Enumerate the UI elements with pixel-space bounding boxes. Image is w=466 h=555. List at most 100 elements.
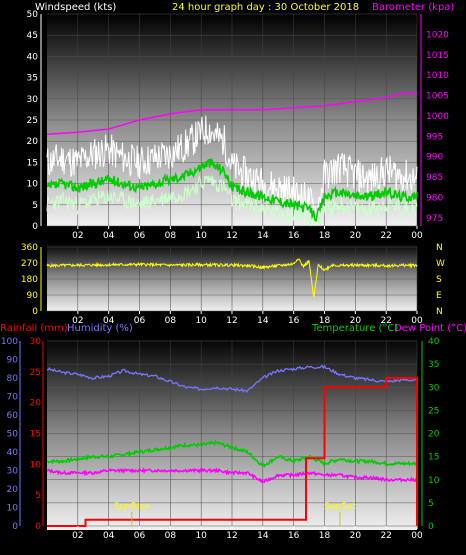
barometer-tick-label: 980 [426, 193, 443, 203]
humidity-tick-label: 50 [7, 430, 19, 440]
direction-tick-label: 90 [27, 291, 39, 301]
humidity-tick-label: 20 [7, 485, 19, 495]
temperature-tick-label: 25 [428, 406, 439, 416]
x-tick-label: 04 [103, 531, 115, 541]
x-tick-label: 18 [319, 231, 331, 241]
x-tick-label: 02 [72, 531, 83, 541]
direction-series [46, 258, 418, 299]
wind-gust-series [46, 115, 418, 225]
x-tick-label: 20 [350, 231, 362, 241]
rainfall-tick-label: 10 [30, 460, 42, 470]
x-tick-label: 18 [319, 531, 331, 541]
wind-tick-label: 0 [32, 222, 38, 232]
wind-tick-label: 5 [32, 201, 38, 211]
wind-tick-label: 10 [27, 180, 39, 190]
x-tick-label: 08 [165, 316, 177, 326]
barometer-axis-title: Barometer (kpa) [372, 2, 454, 13]
barometer-tick-label: 1005 [426, 92, 449, 102]
humidity-tick-label: 60 [7, 411, 19, 421]
compass-label: S [436, 275, 442, 285]
x-tick-label: 10 [195, 531, 207, 541]
x-tick-label: 22 [380, 531, 391, 541]
x-tick-label: 18 [319, 316, 331, 326]
humidity-tick-label: 40 [7, 448, 19, 458]
direction-tick-label: 270 [21, 259, 38, 269]
humidity-axis-title: Humidity (%) [67, 323, 133, 334]
temperature-tick-label: 20 [428, 430, 440, 440]
x-tick-label: 20 [350, 316, 362, 326]
rainfall-axis-title: Rainfall (mm) [0, 323, 68, 334]
direction-tick-label: 0 [32, 307, 38, 317]
humidity-tick-label: 0 [12, 522, 18, 532]
x-tick-label: 02 [72, 316, 83, 326]
chart-title: 24 hour graph day : 30 October 2018 [172, 2, 359, 13]
temperature-tick-label: 15 [428, 453, 439, 463]
barometer-tick-label: 990 [426, 153, 443, 163]
temperature-tick-label: 10 [428, 476, 440, 486]
x-tick-label: 10 [195, 316, 207, 326]
x-tick-label: 08 [165, 231, 177, 241]
rainfall-tick-label: 5 [35, 491, 41, 501]
humidity-series [46, 364, 418, 394]
humidity-tick-label: 30 [7, 467, 19, 477]
humidity-tick-label: 100 [1, 337, 18, 347]
barometer-tick-label: 1000 [426, 112, 449, 122]
x-tick-label: 02 [72, 231, 83, 241]
x-tick-label: 12 [226, 316, 237, 326]
sunrise-label: SunRise [114, 502, 151, 512]
humidity-tick-label: 80 [7, 374, 19, 384]
dewpoint-series [46, 467, 418, 484]
wind-average-series [46, 157, 418, 222]
barometer-tick-label: 1020 [426, 30, 449, 40]
x-tick-label: 04 [103, 231, 115, 241]
x-tick-label: 12 [226, 531, 237, 541]
wind-tick-label: 50 [27, 10, 39, 20]
temperature-tick-label: 30 [428, 383, 440, 393]
rainfall-tick-label: 20 [30, 399, 42, 409]
x-tick-label: 16 [288, 231, 300, 241]
direction-tick-label: 360 [21, 243, 38, 253]
rainfall-series [47, 377, 418, 527]
wind-tick-label: 45 [27, 31, 38, 41]
x-tick-label: 00 [411, 531, 423, 541]
x-tick-label: 04 [103, 316, 115, 326]
barometer-tick-label: 1010 [426, 71, 449, 81]
x-tick-label: 16 [288, 316, 300, 326]
sunset-label: SunSet [324, 502, 356, 512]
x-tick-label: 08 [165, 531, 177, 541]
x-tick-label: 22 [380, 231, 391, 241]
x-tick-label: 14 [257, 531, 269, 541]
x-tick-label: 06 [134, 231, 146, 241]
rainfall-tick-label: 30 [30, 337, 42, 347]
compass-label: E [436, 291, 442, 301]
dewpoint-axis-title: Dew Point (°C) [394, 323, 466, 334]
rainfall-tick-label: 25 [30, 368, 41, 378]
temperature-tick-label: 5 [428, 499, 434, 509]
x-tick-label: 20 [350, 531, 362, 541]
x-tick-label: 12 [226, 231, 237, 241]
x-tick-label: 00 [411, 231, 423, 241]
x-tick-label: 22 [380, 316, 391, 326]
x-tick-label: 06 [134, 316, 146, 326]
temperature-tick-label: 40 [428, 337, 440, 347]
rainfall-tick-label: 15 [30, 430, 41, 440]
x-tick-label: 10 [195, 231, 207, 241]
barometer-tick-label: 975 [426, 214, 443, 224]
temperature-tick-label: 35 [428, 360, 439, 370]
humidity-tick-label: 10 [7, 504, 19, 514]
barometer-tick-label: 985 [426, 173, 443, 183]
wind-tick-label: 25 [27, 116, 38, 126]
barometer-tick-label: 1015 [426, 51, 449, 61]
x-tick-label: 06 [134, 531, 146, 541]
humidity-tick-label: 70 [7, 393, 19, 403]
x-tick-label: 14 [257, 316, 269, 326]
wind-tick-label: 35 [27, 74, 38, 84]
wind-tick-label: 20 [27, 137, 39, 147]
temperature-axis-title: Temperature (°C) [311, 323, 398, 334]
x-tick-label: 16 [288, 531, 300, 541]
x-tick-label: 14 [257, 231, 269, 241]
wind-low-series [46, 175, 418, 227]
barometer-tick-label: 995 [426, 132, 443, 142]
compass-label: N [436, 307, 443, 317]
